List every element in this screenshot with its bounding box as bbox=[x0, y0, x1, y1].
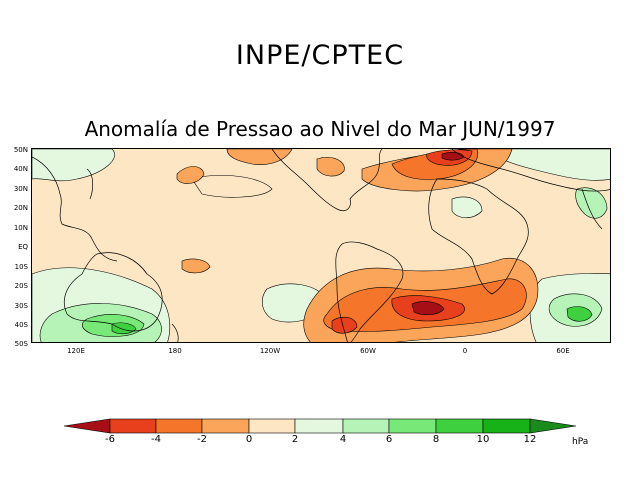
colorbar-label: 10 bbox=[476, 434, 490, 445]
colorbar-segment bbox=[155, 418, 203, 434]
anomaly-negative-south-pacific bbox=[181, 258, 211, 274]
lat-label: 30S bbox=[14, 302, 28, 310]
colorbar-label: 0 bbox=[245, 434, 253, 445]
lat-label: 50S bbox=[14, 340, 28, 348]
colorbar-label: -4 bbox=[151, 434, 161, 445]
lat-label: EQ bbox=[18, 243, 28, 251]
lat-label: 20S bbox=[14, 282, 28, 290]
coastline-india bbox=[581, 188, 603, 230]
colorbar-label: 6 bbox=[385, 434, 393, 445]
coastline-new-zealand bbox=[171, 323, 179, 342]
anomaly-positive-indian-core bbox=[566, 306, 593, 322]
anomaly-negative-north-pacific bbox=[226, 149, 293, 165]
colorbar-segment bbox=[482, 418, 531, 434]
colorbar-segment bbox=[248, 418, 296, 434]
lat-label: 40N bbox=[13, 165, 28, 173]
lat-label: 30N bbox=[13, 185, 28, 193]
anomaly-map-graphic bbox=[32, 149, 610, 342]
coastline-south-america bbox=[335, 241, 404, 342]
lon-label: 120W bbox=[259, 347, 281, 355]
anomaly-positive-arabian-sea bbox=[575, 187, 608, 219]
colorbar-unit: hPa bbox=[572, 437, 589, 447]
colorbar-label: -2 bbox=[197, 434, 207, 445]
colorbar bbox=[63, 418, 577, 434]
lon-label: 60E bbox=[556, 347, 570, 355]
colorbar-segment bbox=[109, 418, 157, 434]
lat-label: 10S bbox=[14, 263, 28, 271]
lon-label: 120E bbox=[67, 347, 85, 355]
map-title: Anomalía de Pressao ao Nivel do Mar JUN/… bbox=[84, 117, 556, 141]
anomaly-negative-south-america bbox=[331, 316, 358, 334]
lon-label: 180 bbox=[168, 347, 182, 355]
lat-label: 10N bbox=[13, 224, 28, 232]
colorbar-label: 4 bbox=[339, 434, 347, 445]
colorbar-segment bbox=[435, 418, 484, 434]
anomaly-negative-central-pacific bbox=[176, 166, 205, 184]
colorbar-label: 2 bbox=[291, 434, 299, 445]
colorbar-label: -6 bbox=[105, 434, 115, 445]
colorbar-segment bbox=[388, 418, 437, 434]
colorbar-label: 8 bbox=[432, 434, 440, 445]
lon-label: 60W bbox=[360, 347, 376, 355]
lat-label: 20N bbox=[13, 204, 28, 212]
coastline-japan bbox=[86, 168, 94, 200]
colorbar-segment bbox=[342, 418, 390, 434]
anomaly-positive-sahara bbox=[451, 196, 483, 219]
lat-label: 50N bbox=[13, 146, 28, 154]
colorbar-left-arrow bbox=[63, 418, 111, 434]
page-organization: INPE/CPTEC bbox=[235, 40, 405, 71]
lat-label: 40S bbox=[14, 321, 28, 329]
anomaly-positive-nw-pacific bbox=[32, 149, 115, 182]
colorbar-label: 12 bbox=[523, 434, 537, 445]
coastline-eurasia bbox=[451, 149, 610, 192]
coastline-africa bbox=[428, 178, 529, 295]
anomaly-negative-south-atlantic-max bbox=[411, 301, 445, 315]
coastline-east-asia bbox=[32, 156, 118, 262]
colorbar-right-arrow bbox=[529, 418, 577, 434]
coastline-australia bbox=[63, 252, 163, 332]
coastline-north-america bbox=[271, 149, 383, 212]
anomaly-contour-npac bbox=[191, 175, 273, 198]
lon-label: 0 bbox=[462, 347, 468, 355]
anomaly-map bbox=[31, 148, 611, 343]
coastlines bbox=[32, 149, 610, 342]
anomaly-negative-north-america bbox=[316, 157, 345, 177]
colorbar-segment bbox=[201, 418, 250, 434]
anomaly-negative-north-atlantic-max bbox=[441, 152, 465, 161]
colorbar-segment bbox=[294, 418, 344, 434]
